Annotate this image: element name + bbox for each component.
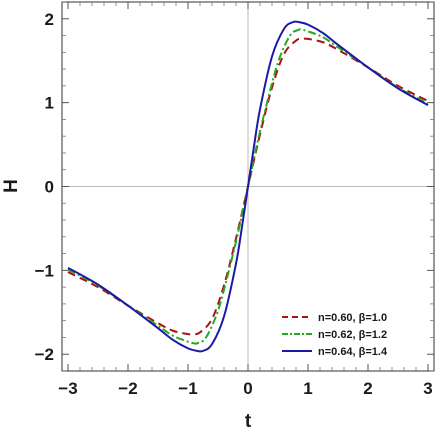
y-tick-label: −1 — [35, 261, 54, 280]
x-tick-label: −1 — [178, 379, 197, 398]
legend-label-2: n=0.62, β=1.2 — [318, 329, 387, 341]
x-tick-label: 3 — [423, 379, 432, 398]
x-tick-label: −2 — [118, 379, 137, 398]
x-axis-title: t — [245, 411, 252, 432]
y-tick-label: 1 — [45, 94, 54, 113]
x-tick-label: 0 — [243, 379, 252, 398]
legend-label-3: n=0.64, β=1.4 — [318, 346, 388, 358]
y-tick-label: 2 — [45, 10, 54, 29]
x-tick-label: 2 — [363, 379, 372, 398]
x-tick-label: 1 — [303, 379, 312, 398]
y-axis: −2 −1 0 1 2 — [35, 1, 434, 372]
y-tick-label: 0 — [45, 178, 54, 197]
x-tick-label: −3 — [58, 379, 77, 398]
x-axis: −3 −2 −1 0 1 2 3 — [58, 2, 433, 398]
legend-label-1: n=0.60, β=1.0 — [318, 312, 387, 324]
y-tick-label: −2 — [35, 345, 54, 364]
series-line-3 — [67, 20, 429, 353]
y-axis-title: H — [1, 179, 22, 193]
series-line-2 — [67, 28, 429, 345]
legend: n=0.60, β=1.0 n=0.62, β=1.2 n=0.64, β=1.4 — [282, 312, 388, 358]
series-group — [67, 20, 429, 353]
